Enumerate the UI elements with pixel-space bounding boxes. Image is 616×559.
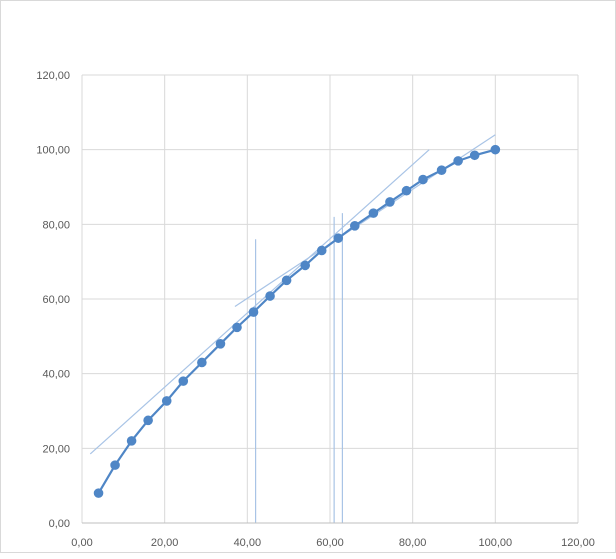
data-point [350,221,360,231]
x-tick-label: 40,00 [234,537,262,549]
data-point [215,339,226,349]
data-point [178,376,189,386]
data-point [197,357,207,368]
data-point [418,174,428,185]
data-point [232,322,242,333]
y-tick-label: 100,00 [36,145,70,157]
x-tick-label: 60,00 [316,537,344,549]
data-point [333,233,344,243]
x-tick-label: 0,00 [71,537,92,549]
data-point [93,488,104,498]
x-tick-label: 120,00 [561,537,595,549]
x-tick-label: 100,00 [479,537,513,549]
y-tick-label: 120,00 [36,70,70,82]
tangent-line [89,149,430,455]
data-point [368,208,379,218]
data-point [281,275,292,286]
x-tick-label: 20,00 [151,537,179,549]
data-point [110,460,120,470]
gridlines [81,74,579,524]
data-point [300,260,311,271]
data-point [401,185,412,196]
y-tick-label: 20,00 [42,443,70,455]
y-tick-labels: 0,00 20,00 40,00 60,00 80,00 100,00 120,00 [36,70,70,530]
data-point [161,396,172,406]
y-tick-label: 60,00 [42,294,70,306]
data-point [469,150,480,161]
annotation-lines [89,134,496,523]
data-point [490,144,501,155]
x-tick-label: 80,00 [399,537,427,549]
data-point [453,156,463,166]
data-point [385,197,395,207]
data-point [126,436,137,446]
series-line [97,148,496,494]
x-tick-labels: 0,00 20,00 40,00 60,00 80,00 100,00 120,00 [71,537,595,549]
data-point [248,307,259,317]
data-point [316,245,327,256]
y-tick-label: 0,00 [49,518,70,530]
y-tick-label: 40,00 [42,369,70,381]
y-tick-label: 80,00 [42,219,70,231]
series-layer [93,144,501,498]
data-point [265,291,275,301]
data-point [436,165,447,175]
data-point [143,415,153,426]
